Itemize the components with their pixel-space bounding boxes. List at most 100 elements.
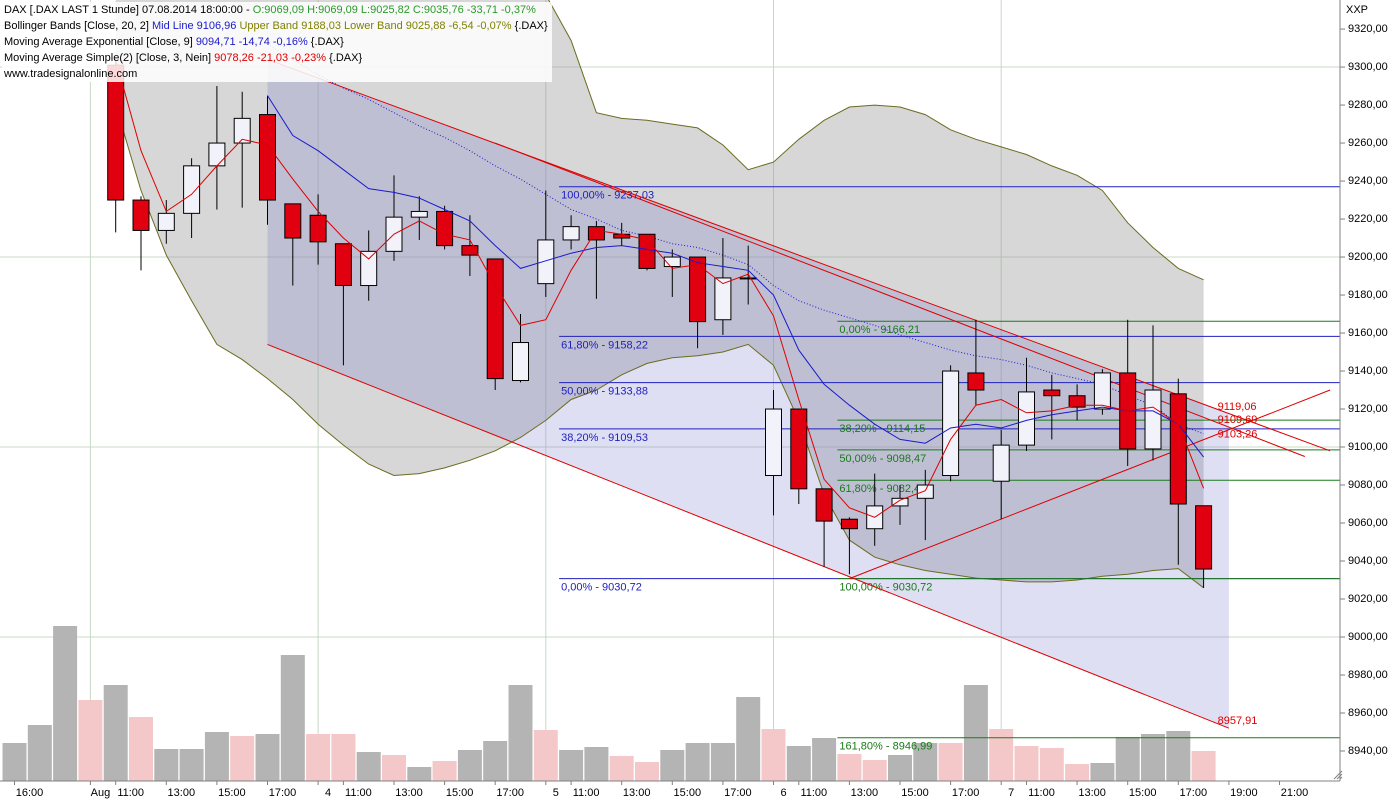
volume-bar <box>533 730 558 781</box>
fib-label: 38,20% - 9109,53 <box>561 432 648 444</box>
candle-body <box>1195 505 1213 570</box>
moving-average-line <box>115 59 1205 518</box>
x-tick-label: 15:00 <box>218 787 246 799</box>
legend-line: Moving Average Exponential [Close, 9] 90… <box>4 34 548 50</box>
volume-bar <box>179 749 204 781</box>
y-tick-label: 8960,00 <box>1348 707 1388 719</box>
volume-bar <box>78 700 103 781</box>
legend-text: Moving Average Exponential [Close, 9] <box>4 36 196 48</box>
candle-body <box>1144 389 1162 450</box>
candle-body <box>208 142 226 167</box>
candle-body <box>284 203 302 239</box>
bollinger-mid <box>267 43 1204 435</box>
legend-text: Bollinger Bands [Close, 20, 2] <box>4 20 152 32</box>
legend-line: DAX [.DAX LAST 1 Stunde] 07.08.2014 18:0… <box>4 2 548 18</box>
volume-bar <box>888 755 912 781</box>
x-tick-label: Aug <box>91 787 111 799</box>
candle-body <box>107 64 125 201</box>
y-tick-label: 9060,00 <box>1348 517 1388 529</box>
y-tick-label: 9160,00 <box>1348 327 1388 339</box>
candle-body <box>1093 372 1111 410</box>
y-tick-label: 9200,00 <box>1348 251 1388 263</box>
volume-bar <box>1115 737 1140 781</box>
volume-bar <box>103 685 128 781</box>
candle-body <box>259 114 276 201</box>
volume-bar <box>761 729 786 781</box>
x-tick-label: 16:00 <box>16 787 44 799</box>
volume-bar <box>1166 731 1191 781</box>
trend-label: 8957,91 <box>1218 715 1258 727</box>
candle-body <box>436 210 454 247</box>
volume-bar <box>660 750 685 781</box>
trend-label: 9109,69 <box>1218 414 1258 426</box>
fib-label: 0,00% - 9030,72 <box>561 582 642 594</box>
x-tick-label: 13:00 <box>168 787 196 799</box>
legend-text: {.DAX} <box>310 36 344 48</box>
candle-body <box>739 277 757 280</box>
candle-body <box>891 497 909 507</box>
volume-bar <box>609 756 634 781</box>
fib-label: 61,80% - 9082,48 <box>839 483 926 495</box>
volume-bar <box>989 729 1014 781</box>
y-tick-label: 8980,00 <box>1348 669 1388 681</box>
legend-text: Moving Average Simple(2) [Close, 3, Nein… <box>4 52 215 64</box>
x-tick-label: 7 <box>1008 787 1014 799</box>
legend-text: {.DAX} <box>514 20 548 32</box>
legend-text: DAX [.DAX LAST 1 Stunde] 07.08.2014 18:0… <box>4 4 253 16</box>
y-tick-label: 9260,00 <box>1348 137 1388 149</box>
candle-body <box>132 199 150 231</box>
trend-label: 9119,06 <box>1218 401 1257 413</box>
volume-bar <box>685 743 710 781</box>
y-tick-label: 9180,00 <box>1348 289 1388 301</box>
volume-bar <box>913 743 938 781</box>
volume-bar <box>331 734 356 781</box>
volume-bar <box>230 736 255 781</box>
trend-line <box>267 343 1230 729</box>
volume-bar <box>255 734 280 781</box>
legend-text: O:9069,09 H:9069,09 L:9025,82 C:9035,76 … <box>252 4 536 16</box>
candle-body <box>587 226 605 241</box>
y-tick-label: 9080,00 <box>1348 479 1388 491</box>
x-tick-label: 15:00 <box>901 787 929 799</box>
volume-bar <box>280 655 305 781</box>
volume-bar <box>837 754 862 781</box>
x-tick-label: 17:00 <box>724 787 752 799</box>
legend-text: {.DAX} <box>329 52 363 64</box>
y-tick-label: 9040,00 <box>1348 555 1388 567</box>
volume-bar <box>1039 748 1064 781</box>
candle-body <box>486 258 504 380</box>
volume-bar <box>457 750 482 781</box>
fib-label: 161,80% - 8946,99 <box>839 741 932 753</box>
volume-bar <box>710 743 735 781</box>
candle-body <box>157 212 175 231</box>
candle-body <box>714 277 732 321</box>
x-tick-label: 13:00 <box>851 787 879 799</box>
y-tick-label: 9300,00 <box>1348 61 1388 73</box>
volume-bar <box>1191 751 1216 781</box>
y-tick-label: 9140,00 <box>1348 365 1388 377</box>
corner-label: XXP <box>1346 4 1368 16</box>
x-tick-label: 6 <box>780 787 786 799</box>
x-tick-label: 11:00 <box>345 787 372 799</box>
x-tick-label: 4 <box>325 787 331 799</box>
fib-label: 50,00% - 9133,88 <box>561 386 648 398</box>
x-tick-label: 13:00 <box>1078 787 1106 799</box>
candle-body <box>790 408 808 490</box>
x-tick-label: 5 <box>553 787 559 799</box>
volume-bar <box>356 752 381 781</box>
y-tick-label: 9220,00 <box>1348 213 1388 225</box>
candle-body <box>309 214 327 243</box>
volume-bar <box>938 743 963 781</box>
volume-bar <box>2 743 27 781</box>
trend-label: 9103,26 <box>1218 429 1258 441</box>
x-tick-label: 15:00 <box>446 787 474 799</box>
volume-bar <box>508 685 533 781</box>
plot-area: 100,00% - 9237,03 61,80% - 9158,22 50,00% … <box>2 0 1340 781</box>
volume-bar <box>812 738 837 781</box>
y-tick-label: 9240,00 <box>1348 175 1388 187</box>
x-tick-label: 11:00 <box>800 787 827 799</box>
bollinger-upper <box>548 0 1204 281</box>
candle-body <box>334 243 352 287</box>
